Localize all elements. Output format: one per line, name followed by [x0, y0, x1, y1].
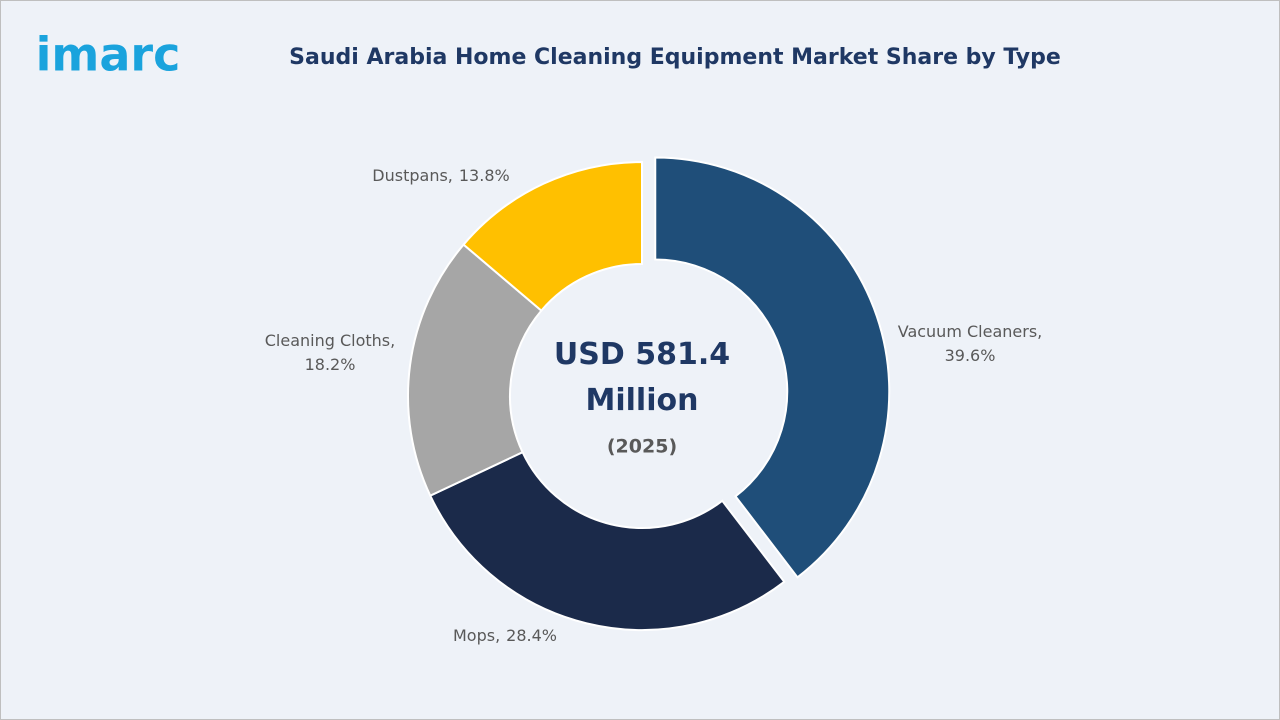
category-label: Vacuum Cleaners, [898, 322, 1043, 341]
center-label: USD 581.4 Million [553, 337, 731, 418]
category-label: Mops, [453, 626, 500, 645]
slice [428, 450, 786, 631]
center-sublabel: (2025) [607, 436, 677, 458]
slice-label: Dustpans, 13.8% [372, 166, 509, 185]
slice [654, 156, 891, 579]
value-label: 28.4% [506, 626, 557, 645]
category-label: Cleaning Cloths, [265, 331, 395, 350]
center-label-box: USD 581.4 Million [553, 337, 731, 418]
value-label: 39.6% [945, 346, 996, 365]
slice-label: Mops, 28.4% [453, 626, 557, 645]
value-label: 13.8% [459, 166, 510, 185]
logo: imarc [36, 28, 181, 82]
slice-label: Cleaning Cloths, 18.2% [265, 331, 395, 374]
chart-title: Saudi Arabia Home Cleaning Equipment Mar… [289, 45, 1061, 70]
slice [462, 160, 643, 312]
slice-label: Vacuum Cleaners, 39.6% [898, 322, 1043, 365]
slice [407, 243, 543, 497]
category-label: Dustpans, [372, 166, 453, 185]
value-label: 18.2% [305, 355, 356, 374]
